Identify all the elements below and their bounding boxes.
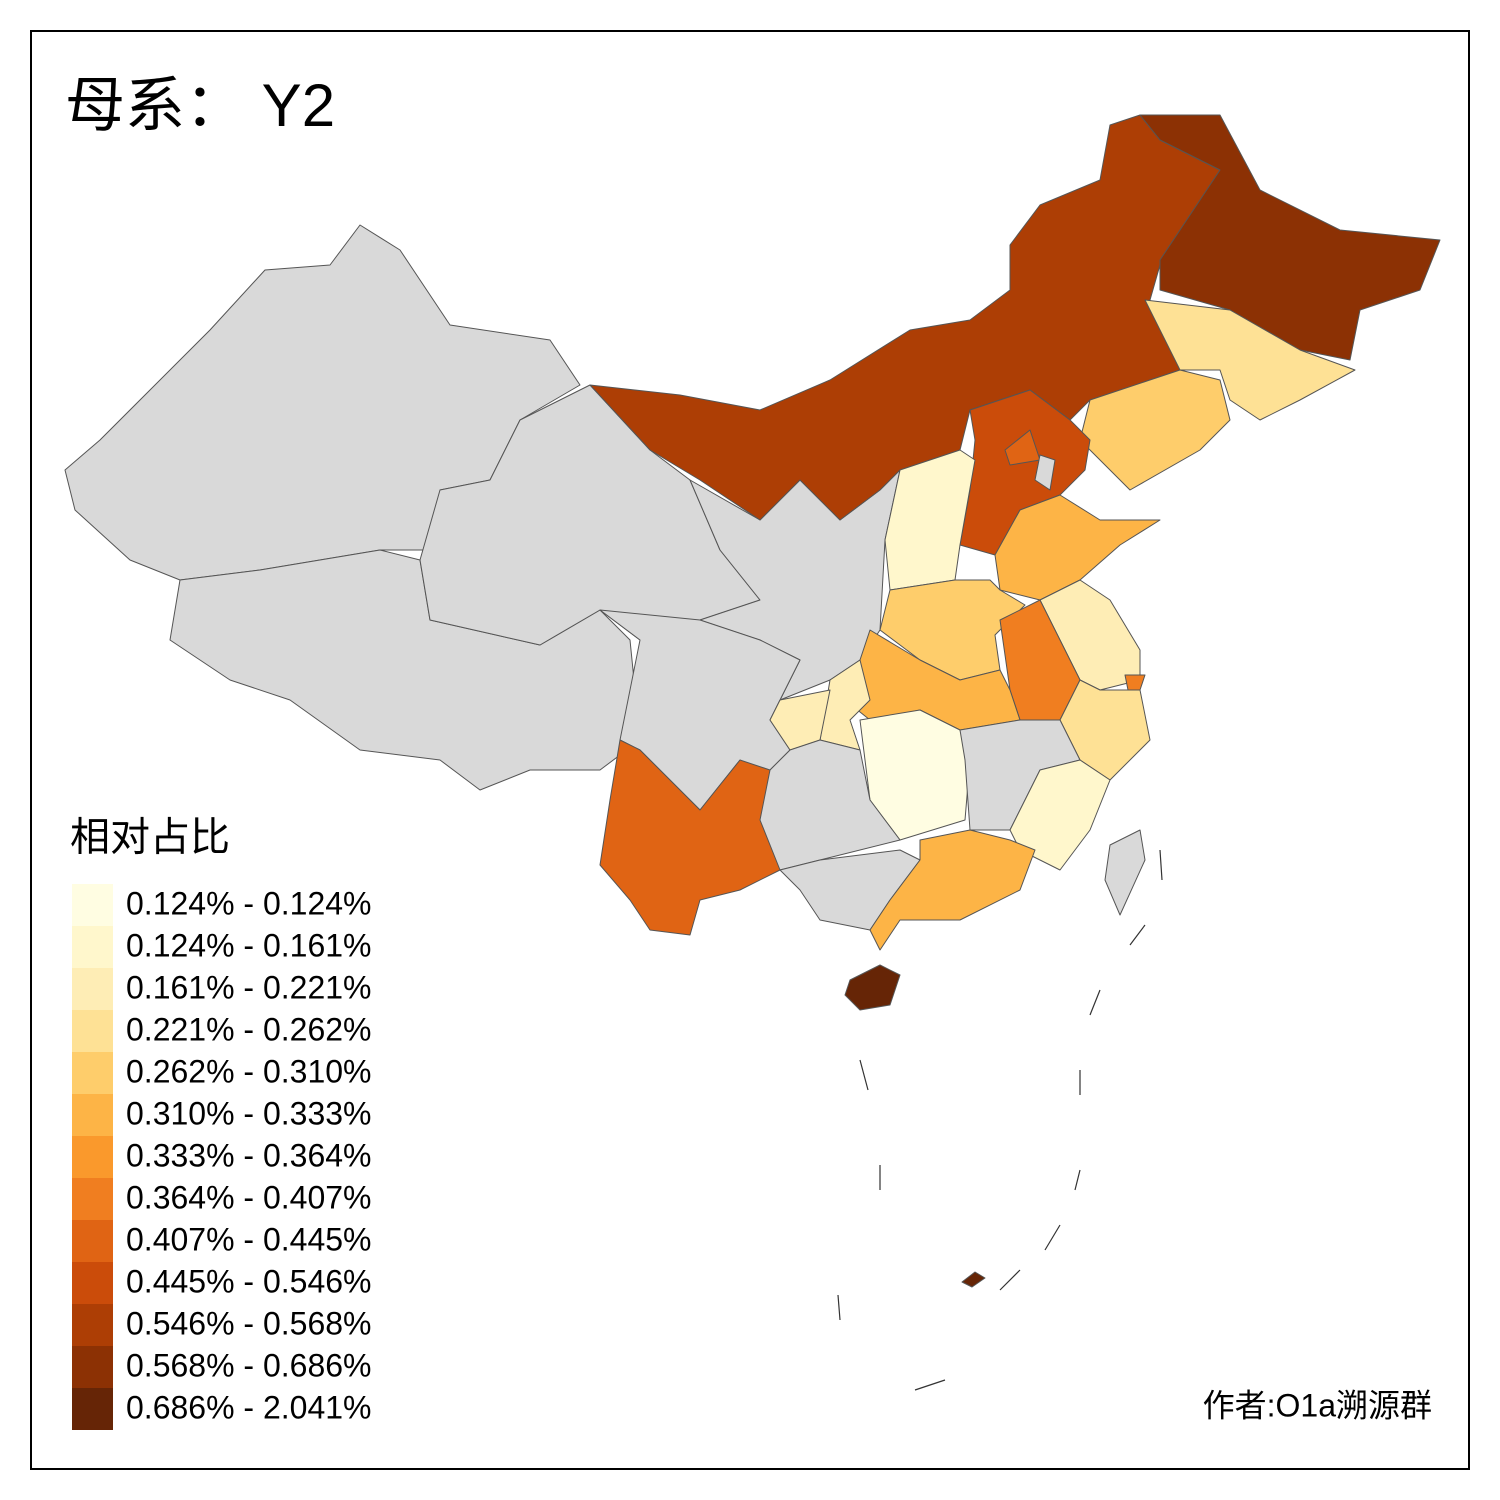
legend-label: 0.568% - 0.686%	[126, 1347, 372, 1383]
legend-swatch	[72, 926, 113, 968]
legend-label: 0.407% - 0.445%	[126, 1221, 372, 1257]
region	[1104, 829, 1146, 916]
legend-label: 0.310% - 0.333%	[126, 1095, 372, 1131]
region	[844, 964, 901, 1011]
legend-swatch	[72, 884, 113, 926]
legend-swatch	[72, 1094, 113, 1136]
credit: 作者:O1a溯源群	[1203, 1387, 1432, 1423]
legend-label: 0.333% - 0.364%	[126, 1137, 372, 1173]
legend-swatch	[72, 1388, 113, 1430]
region	[599, 739, 781, 936]
legend-label: 0.364% - 0.407%	[126, 1179, 372, 1215]
legend-label: 0.124% - 0.124%	[126, 885, 372, 921]
legend-swatch	[72, 1346, 113, 1388]
legend-swatch	[72, 1052, 113, 1094]
region	[1144, 299, 1356, 421]
legend: 0.124% - 0.124% 0.124% - 0.161% 0.161% - 0…	[72, 884, 372, 1430]
region	[994, 494, 1161, 601]
legend-swatch	[72, 1136, 113, 1178]
map	[64, 114, 1441, 1391]
region	[589, 114, 1221, 521]
legend-label: 0.445% - 0.546%	[126, 1263, 372, 1299]
legend-title: 相对占比	[70, 816, 230, 860]
region	[884, 449, 976, 591]
region	[1009, 759, 1111, 871]
region	[961, 1271, 986, 1288]
region	[869, 829, 1036, 951]
legend-label: 0.221% - 0.262%	[126, 1011, 372, 1047]
legend-swatch	[72, 968, 113, 1010]
region	[1034, 454, 1056, 491]
legend-label: 0.161% - 0.221%	[126, 969, 372, 1005]
legend-swatch	[72, 1262, 113, 1304]
legend-label: 0.686% - 2.041%	[126, 1389, 372, 1425]
region	[1139, 114, 1441, 361]
legend-swatch	[72, 1178, 113, 1220]
map-title: 母系： Y2	[65, 72, 335, 139]
legend-label: 0.262% - 0.310%	[126, 1053, 372, 1089]
legend-swatch	[72, 1010, 113, 1052]
legend-swatch	[72, 1220, 113, 1262]
legend-swatch	[72, 1304, 113, 1346]
legend-label: 0.124% - 0.161%	[126, 927, 372, 963]
region	[879, 579, 1026, 681]
legend-label: 0.546% - 0.568%	[126, 1305, 372, 1341]
island-lines	[837, 849, 1163, 1391]
